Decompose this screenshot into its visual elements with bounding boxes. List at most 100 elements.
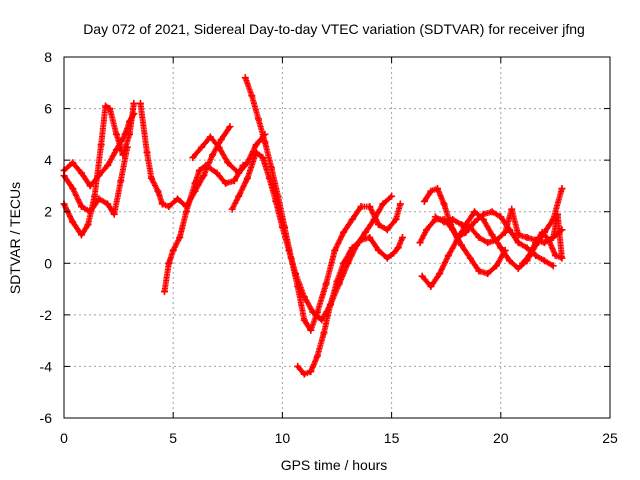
data-point <box>497 244 505 252</box>
data-point <box>340 228 348 236</box>
data-point <box>274 192 282 200</box>
data-point <box>215 143 223 151</box>
data-point <box>453 236 461 244</box>
data-point <box>388 192 396 200</box>
data-point <box>462 228 470 236</box>
data-point <box>265 174 273 182</box>
data-point <box>182 208 190 216</box>
data-point <box>383 226 391 234</box>
data-point <box>423 226 431 234</box>
data-point <box>466 223 474 231</box>
data-point <box>200 172 208 180</box>
data-point <box>519 259 527 267</box>
data-point <box>241 74 249 82</box>
data-point <box>479 215 487 223</box>
data-point <box>366 203 374 211</box>
data-point <box>508 205 516 213</box>
data-points <box>60 74 566 378</box>
data-point <box>154 187 162 195</box>
data-point <box>540 257 548 265</box>
data-point <box>538 228 546 236</box>
data-point <box>77 203 85 211</box>
data-point <box>420 197 428 205</box>
data-point <box>136 99 144 107</box>
data-point <box>147 174 155 182</box>
plus-markers <box>161 162 247 295</box>
x-tick-label: 10 <box>275 430 291 446</box>
plus-markers <box>242 74 404 334</box>
data-point <box>484 239 492 247</box>
data-point <box>252 141 260 149</box>
x-axis-title: GPS time / hours <box>281 457 388 473</box>
data-point <box>86 208 94 216</box>
data-point <box>357 203 365 211</box>
data-point <box>514 239 522 247</box>
plot-frame <box>63 56 611 419</box>
axis-ticks <box>63 56 611 419</box>
data-point <box>497 213 505 221</box>
data-point <box>427 187 435 195</box>
data-point <box>259 154 267 162</box>
data-point <box>106 105 114 113</box>
data-point <box>549 262 557 270</box>
data-point <box>431 213 439 221</box>
x-tick-label: 5 <box>169 430 177 446</box>
data-point <box>224 159 232 167</box>
data-point <box>374 221 382 229</box>
data-point <box>176 234 184 241</box>
data-point <box>69 185 77 193</box>
data-point <box>267 164 275 172</box>
data-point <box>466 254 474 262</box>
data-point <box>357 236 365 244</box>
data-point <box>300 316 308 324</box>
data-point <box>427 282 435 290</box>
y-tick-label: 2 <box>44 204 52 220</box>
data-point <box>475 234 483 241</box>
data-point <box>97 141 105 149</box>
data-point <box>418 272 426 280</box>
data-point <box>501 228 509 236</box>
data-point <box>195 166 203 174</box>
axis-tick-labels: 0 5 10 15 20 25 -6 -4 -2 0 2 4 6 8 <box>40 49 618 446</box>
data-point <box>69 218 77 226</box>
y-tick-label: 6 <box>44 101 52 117</box>
data-point <box>471 208 479 216</box>
data-point <box>104 161 112 169</box>
data-point <box>294 362 302 370</box>
data-point <box>230 177 238 185</box>
data-point <box>440 218 448 226</box>
y-tick-label: -4 <box>40 358 53 374</box>
data-point <box>348 215 356 223</box>
data-point <box>117 177 125 185</box>
data-point <box>313 352 321 360</box>
data-point <box>340 259 348 267</box>
data-point <box>444 252 452 260</box>
data-point <box>396 200 404 208</box>
data-point <box>436 270 444 278</box>
data-point <box>213 169 221 177</box>
data-point <box>551 252 559 260</box>
data-point <box>307 368 315 376</box>
data-point <box>126 130 134 138</box>
data-point <box>101 102 109 110</box>
data-point <box>294 282 302 290</box>
data-point <box>374 246 382 254</box>
data-point <box>222 179 230 187</box>
data-point <box>392 215 400 223</box>
series-track <box>294 234 407 378</box>
data-point <box>91 192 99 200</box>
series-track <box>519 210 566 267</box>
x-tick-label: 20 <box>493 430 509 446</box>
plus-markers <box>137 100 233 210</box>
data-point <box>471 218 479 226</box>
data-point <box>514 264 522 272</box>
data-point <box>433 185 441 193</box>
data-point <box>248 92 256 100</box>
data-point <box>390 249 398 257</box>
y-tick-label: 4 <box>44 152 52 168</box>
data-point <box>261 138 269 146</box>
series-track <box>60 99 138 239</box>
data-point <box>449 215 457 223</box>
data-point <box>174 195 182 203</box>
